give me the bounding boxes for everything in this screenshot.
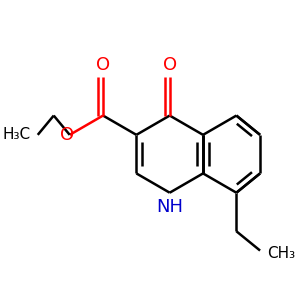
Text: O: O: [163, 56, 177, 74]
Text: H₃C: H₃C: [3, 127, 31, 142]
Text: NH: NH: [156, 198, 183, 216]
Text: O: O: [96, 56, 110, 74]
Text: O: O: [60, 126, 74, 144]
Text: CH₃: CH₃: [267, 246, 295, 261]
